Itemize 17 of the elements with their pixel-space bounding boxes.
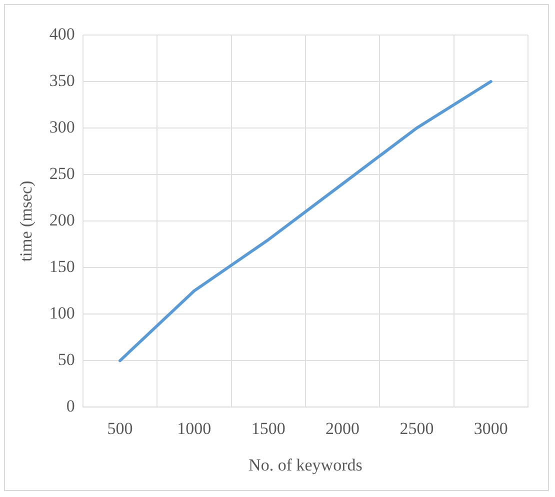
y-tick-label: 200 — [49, 210, 75, 230]
x-tick-label: 2500 — [400, 418, 434, 438]
y-tick-label: 150 — [49, 257, 75, 276]
x-tick-label: 500 — [107, 418, 133, 438]
y-tick-label: 50 — [58, 350, 75, 370]
x-tick-label: 1500 — [251, 418, 286, 438]
y-tick-label: 100 — [49, 304, 75, 323]
y-tick-label: 250 — [49, 164, 75, 184]
x-tick-label: 2000 — [326, 418, 360, 438]
y-tick-label: 350 — [49, 70, 75, 90]
x-axis-title: No. of keywords — [248, 455, 362, 474]
y-axis-title: time (msec) — [16, 180, 36, 262]
y-tick-label: 400 — [49, 24, 75, 44]
y-tick-label: 0 — [66, 396, 75, 416]
x-tick-label: 1000 — [177, 418, 212, 438]
x-tick-label: 3000 — [474, 418, 508, 438]
y-tick-label: 300 — [49, 118, 75, 137]
